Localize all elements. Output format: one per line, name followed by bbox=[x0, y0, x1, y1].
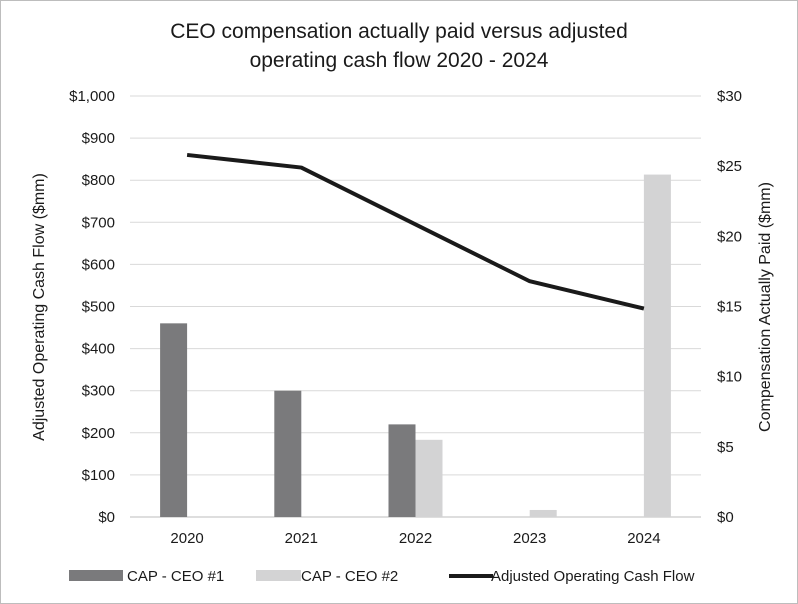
x-axis-tick-label: 2022 bbox=[399, 530, 432, 547]
right-axis-title: Compensation Actually Paid ($mm) bbox=[757, 182, 774, 432]
bar-cap-ceo-2 bbox=[643, 174, 671, 517]
x-axis-ticks: 2020 2021 2022 2023 2024 bbox=[170, 530, 660, 547]
left-axis-title: Adjusted Operating Cash Flow ($mm) bbox=[31, 173, 48, 441]
right-axis-tick-label: $15 bbox=[717, 299, 742, 316]
right-axis-tick-label: $25 bbox=[717, 158, 742, 175]
x-axis-tick-label: 2024 bbox=[627, 530, 660, 547]
right-axis-tick-label: $5 bbox=[717, 439, 734, 456]
legend: CAP - CEO #1 CAP - CEO #2 Adjusted Opera… bbox=[69, 568, 695, 585]
chart-title-line-2: operating cash flow 2020 - 2024 bbox=[250, 49, 549, 72]
bar-cap-ceo-2 bbox=[529, 509, 557, 517]
left-axis-tick-label: $700 bbox=[82, 214, 115, 231]
left-axis-ticks: $0 $100 $200 $300 $400 $500 $600 $700 $800 $900 $1… bbox=[69, 88, 115, 526]
x-axis-tick-label: 2023 bbox=[513, 530, 546, 547]
bar-cap-ceo-1 bbox=[160, 323, 188, 517]
x-axis-tick-label: 2021 bbox=[285, 530, 318, 547]
x-axis-tick-label: 2020 bbox=[170, 530, 203, 547]
left-axis-tick-label: $1,000 bbox=[69, 88, 115, 105]
left-axis-tick-label: $500 bbox=[82, 299, 115, 316]
gridlines bbox=[130, 95, 701, 518]
right-axis-tick-label: $10 bbox=[717, 369, 742, 386]
left-axis-tick-label: $800 bbox=[82, 172, 115, 189]
left-axis-tick-label: $600 bbox=[82, 256, 115, 273]
left-axis-tick-label: $200 bbox=[82, 425, 115, 442]
left-axis-tick-label: $400 bbox=[82, 341, 115, 358]
legend-swatch-cap-ceo-1 bbox=[69, 570, 123, 581]
left-axis-tick-label: $100 bbox=[82, 467, 115, 484]
bar-cap-ceo-2 bbox=[415, 439, 443, 517]
line-layer bbox=[186, 152, 645, 311]
line-series-operating-cash-flow bbox=[186, 152, 645, 311]
bars bbox=[160, 174, 671, 517]
bar-cap-ceo-1 bbox=[274, 390, 302, 517]
legend-swatch-cap-ceo-2 bbox=[256, 570, 301, 581]
right-axis-tick-label: $20 bbox=[717, 228, 742, 245]
bar-cap-ceo-1 bbox=[388, 424, 416, 517]
left-axis-tick-label: $300 bbox=[82, 383, 115, 400]
legend-label-cap-ceo-1: CAP - CEO #1 bbox=[127, 568, 224, 585]
left-axis-tick-label: $0 bbox=[98, 509, 115, 526]
legend-label-operating-cash-flow: Adjusted Operating Cash Flow bbox=[491, 568, 695, 585]
right-axis-tick-label: $30 bbox=[717, 88, 742, 105]
left-axis-tick-label: $900 bbox=[82, 130, 115, 147]
chart-title-line-1: CEO compensation actually paid versus ad… bbox=[170, 20, 628, 43]
right-axis-tick-label: $0 bbox=[717, 509, 734, 526]
right-axis-ticks: $0 $5 $10 $15 $20 $25 $30 bbox=[717, 88, 742, 526]
legend-label-cap-ceo-2: CAP - CEO #2 bbox=[301, 568, 398, 585]
